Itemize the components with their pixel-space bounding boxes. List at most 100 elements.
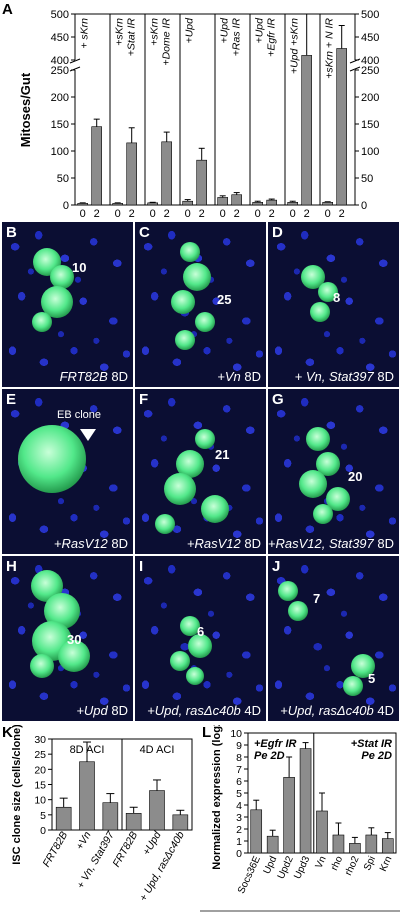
- cell-count: 20: [348, 469, 363, 484]
- category-label: Vn: [314, 855, 329, 871]
- gfp-clone-cell: [201, 495, 229, 523]
- day-label: 2: [234, 208, 240, 220]
- ytick-label: 30: [34, 734, 46, 746]
- panel-letter: D: [272, 224, 283, 241]
- ytick-label-left: 500: [51, 9, 69, 21]
- ytick-label-left: 100: [51, 146, 69, 158]
- gfp-clone-cell: [175, 330, 195, 350]
- ytick-label-left: 200: [51, 92, 69, 104]
- genotype-label: +Upd, rasΔc40b 4D: [280, 703, 394, 718]
- bar: [182, 200, 193, 206]
- ytick-label-right: 400: [361, 55, 379, 67]
- day-label: 2: [304, 208, 310, 220]
- genotype-text: + Vn, Stat397: [294, 369, 374, 384]
- bar: [316, 810, 328, 854]
- bar: [283, 777, 295, 854]
- panel-letter: G: [272, 391, 284, 408]
- group-label: 4D ACI: [140, 744, 175, 756]
- ytick-label-right: 50: [361, 173, 373, 185]
- y-axis-label: Mitoses/Gut: [18, 72, 33, 147]
- category-label: rho2: [343, 854, 362, 877]
- micrograph-e: E EB clone +RasV12 8D: [2, 389, 133, 554]
- day-label: 0: [80, 208, 86, 220]
- day-label: 0: [290, 208, 296, 220]
- genotype-label: +Vn 8D: [217, 369, 261, 384]
- bar: [91, 126, 102, 206]
- ytick-label-left: 150: [51, 119, 69, 131]
- ytick-label-right: 0: [361, 200, 367, 212]
- day-label: 2: [199, 208, 205, 220]
- panel-letter: J: [272, 558, 281, 575]
- bar: [102, 802, 119, 831]
- group-label: Pe 2D: [254, 750, 285, 762]
- genotype-days: 4D: [240, 703, 261, 718]
- micrograph-d: D 8 + Vn, Stat397 8D: [268, 222, 399, 387]
- ytick-label-right: 100: [361, 146, 379, 158]
- gfp-clone-cell: [288, 601, 308, 621]
- ytick-label: 6: [236, 776, 242, 788]
- ytick-label: 0: [40, 825, 46, 837]
- gfp-clone-cell: [180, 242, 200, 262]
- bar: [266, 835, 279, 854]
- day-label: 2: [94, 208, 100, 220]
- gfp-clone-cell: [170, 651, 190, 671]
- genotype-days: 8D: [107, 536, 128, 551]
- panel-k-chart: K 0 5 10 15 20 25 30 ISC clone size (cells/clone…: [2, 725, 193, 904]
- category-label: rho: [329, 854, 345, 872]
- panel-letter: E: [6, 391, 17, 408]
- condition-label: +sKrn + N IR: [323, 18, 335, 79]
- genotype-text: +RasV12, Stat397: [268, 536, 374, 551]
- ytick-label: 5: [236, 788, 242, 800]
- cell-count: 21: [215, 447, 230, 462]
- ytick-label-left: 0: [63, 200, 69, 212]
- bar: [149, 790, 165, 831]
- ytick-label-right: 150: [361, 119, 379, 131]
- panel-letter-l: L: [202, 725, 211, 741]
- gfp-clone-cell: [351, 654, 375, 678]
- bar: [250, 809, 263, 854]
- ytick-label: 1: [236, 836, 242, 848]
- day-label: 2: [164, 208, 170, 220]
- panel-letter: I: [139, 558, 144, 575]
- cell-count: 30: [67, 632, 82, 647]
- category-label: Krn: [378, 855, 395, 874]
- day-label: 0: [255, 208, 261, 220]
- gfp-clone-cell: [58, 640, 90, 672]
- genotype-label: +RasV12 8D: [54, 536, 128, 551]
- group-label: +Stat IR: [351, 738, 392, 750]
- condition-label: +Upd: [218, 17, 230, 44]
- bar: [266, 199, 278, 206]
- day-label: 0: [150, 208, 156, 220]
- gfp-clone-cell: [164, 473, 196, 505]
- y-axis-label: ISC clone size (cells/clone): [11, 725, 23, 865]
- bar: [322, 202, 334, 206]
- bar: [365, 834, 378, 854]
- ytick-label: 20: [34, 764, 46, 776]
- gfp-clone-cell: [195, 429, 215, 449]
- genotype-label: + Vn, Stat397 8D: [295, 369, 394, 384]
- genotype-text: +Vn: [217, 369, 241, 384]
- condition-label: +Egfr IR: [265, 18, 277, 57]
- bar: [299, 748, 312, 854]
- micrograph-b: B 10 FRT82B 8D: [2, 222, 133, 387]
- genotype-label: +RasV12, Stat397 8D: [268, 536, 394, 551]
- group-label: +Egfr IR: [254, 738, 297, 750]
- genotype-days: 8D: [240, 369, 261, 384]
- day-label: 2: [129, 208, 135, 220]
- ytick-label-left: 450: [51, 32, 69, 44]
- panel-letter: B: [6, 224, 17, 241]
- bar: [196, 159, 207, 206]
- condition-label: +Upd: [253, 17, 265, 44]
- micrograph-h: H 30 +Upd 8D: [2, 556, 133, 721]
- ytick-label: 15: [34, 780, 46, 792]
- bar: [336, 48, 348, 206]
- condition-label: +Upd +sKrn: [288, 18, 300, 74]
- gfp-clone-cell: [171, 290, 195, 314]
- bar: [231, 194, 242, 206]
- nuclei-background: [135, 222, 266, 387]
- day-label: 2: [269, 208, 275, 220]
- category-label: Socs36E: [236, 854, 263, 895]
- bar: [126, 142, 137, 206]
- bar: [349, 843, 361, 854]
